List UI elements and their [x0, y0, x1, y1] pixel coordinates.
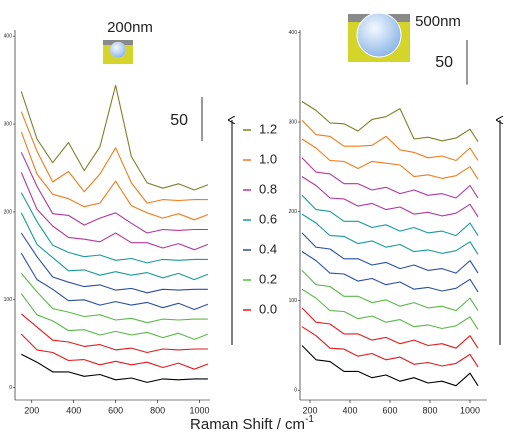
spectrum-line	[20, 293, 209, 340]
spectrum-line	[20, 232, 208, 294]
x-tick-label: 800	[150, 405, 165, 415]
spectrum-line	[301, 251, 479, 293]
spectrum-line	[301, 119, 479, 162]
spectrum-line	[21, 353, 208, 383]
spectrum-line	[301, 157, 479, 199]
size-annotation: 200nm	[107, 19, 153, 36]
scale-bar-label: 50	[170, 112, 188, 129]
x-tick-label: 200	[24, 405, 39, 415]
spectrum-line	[20, 111, 208, 204]
spectrum-line	[301, 307, 479, 349]
x-tick-label: 600	[382, 405, 397, 415]
y-tick-label: 100	[289, 298, 298, 304]
x-tick-label: 800	[422, 405, 437, 415]
spectrum-line	[20, 192, 208, 264]
x-axis-label-sup: -1	[305, 414, 314, 425]
size-annotation: 500nm	[415, 13, 461, 30]
spectrum-line	[301, 194, 479, 237]
x-axis-label: Raman Shift / cm-1	[190, 414, 314, 433]
legend-label: 1.2	[259, 121, 277, 136]
spectrum-line	[301, 138, 479, 180]
legend-label: 0.8	[259, 181, 277, 196]
spectrum-line	[301, 232, 479, 274]
y-tick-label: 200	[4, 209, 13, 215]
spectrum-line	[301, 326, 479, 368]
spectrum-line	[301, 288, 479, 330]
spectrum-line	[20, 151, 208, 234]
legend-label: 0.2	[259, 271, 277, 286]
y-tick-label: 200	[289, 209, 298, 215]
scale-bar-label: 50	[435, 54, 453, 71]
y-tick-label: 0	[294, 387, 297, 393]
x-tick-label: 200	[302, 405, 317, 415]
x-axis-label-text: Raman Shift / cm	[190, 416, 305, 433]
x-tick-label: 400	[342, 405, 357, 415]
legend-label: 0.6	[259, 211, 277, 226]
y-tick-label: 400	[289, 30, 298, 36]
y-tick-label: 300	[289, 119, 298, 125]
spectrum-line	[20, 333, 209, 370]
spectrum-line	[20, 84, 209, 191]
legend-label: 0.4	[259, 241, 277, 256]
icon-500nm	[348, 12, 410, 62]
spectrum-line	[20, 252, 209, 311]
spectrum-line	[20, 273, 208, 324]
y-tick-label: 100	[4, 297, 13, 303]
spectrum-line	[20, 313, 208, 354]
spectrum-line	[20, 212, 209, 281]
icon-200nm	[103, 40, 133, 64]
y-tick-label: 400	[4, 33, 13, 39]
x-tick-label: 1000	[460, 405, 480, 415]
spectrum-line	[301, 101, 479, 142]
y-tick-label: 300	[4, 121, 13, 127]
legend-label: 1.0	[259, 151, 277, 166]
spectrum-line	[301, 270, 479, 312]
x-tick-label: 600	[108, 405, 123, 415]
x-tick-label: 1000	[190, 405, 210, 415]
legend-label: 0.0	[259, 301, 277, 316]
spectrum-line	[301, 213, 479, 255]
y-tick-label: 0	[9, 385, 12, 391]
spectrum-line	[20, 172, 209, 251]
spectrum-line	[301, 176, 479, 218]
x-tick-label: 400	[66, 405, 81, 415]
spectrum-line	[20, 131, 209, 221]
spectrum-line	[301, 345, 479, 387]
